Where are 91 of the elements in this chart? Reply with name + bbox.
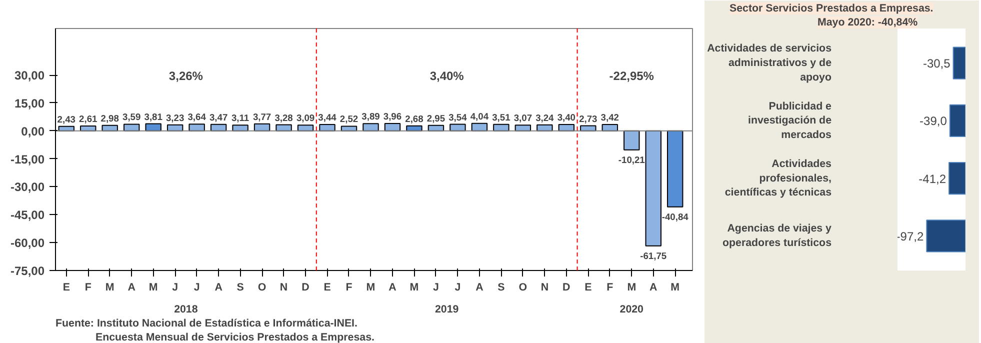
x-tick-label: F bbox=[84, 282, 92, 294]
y-tick-label: Publicidad e investigación de mercados bbox=[748, 100, 832, 142]
x-tick-label: M bbox=[670, 282, 680, 294]
y-tick-label: -15,00 bbox=[10, 152, 45, 166]
text: 2019 bbox=[434, 304, 459, 316]
y-tick-label: Actividades de servicios administrativos y de apoyo bbox=[707, 42, 832, 84]
data-label: 3,81 bbox=[144, 112, 162, 122]
data-label: 2,98 bbox=[100, 113, 119, 124]
y-tick-label: Agencias de viajes y operadores turísticos bbox=[722, 222, 832, 250]
x-tick-label: A bbox=[128, 282, 136, 294]
x-tick-label: M bbox=[148, 282, 158, 294]
data-label: 3,54 bbox=[448, 112, 468, 122]
y-tick-label: 15,00 bbox=[14, 96, 45, 110]
text: Sector Servicios Prestados a Empresas. bbox=[730, 2, 934, 14]
text: 2020 bbox=[620, 304, 644, 316]
data-label: 2,68 bbox=[405, 114, 424, 124]
data-label: 2,95 bbox=[426, 113, 446, 124]
x-tick-label: N bbox=[280, 282, 288, 294]
x-tick-label: O bbox=[518, 282, 528, 294]
data-label: 3,47 bbox=[209, 112, 228, 122]
data-label: -39,0 bbox=[920, 114, 948, 128]
x-tick-label: J bbox=[172, 282, 178, 294]
data-label: 2,43 bbox=[57, 114, 76, 124]
x-tick-label: A bbox=[476, 282, 484, 294]
bar bbox=[232, 124, 248, 132]
source-note: Fuente: Instituto Nacional de Estadística e Informática-INEI. bbox=[56, 318, 358, 330]
x-tick-label: F bbox=[346, 282, 353, 294]
y-tick-label: -75,00 bbox=[10, 264, 45, 278]
x-tick-label: M bbox=[627, 282, 636, 294]
x-tick-label: A bbox=[214, 282, 223, 294]
data-label: -30,5 bbox=[922, 56, 951, 71]
data-label: 2,61 bbox=[79, 114, 98, 124]
data-label: -61,75 bbox=[640, 250, 667, 261]
annotation: -22,95% bbox=[609, 69, 654, 84]
x-tick-label: S bbox=[236, 282, 244, 294]
data-label: -41,2 bbox=[918, 172, 946, 186]
x-tick-label: M bbox=[366, 282, 376, 294]
data-label: 3,09 bbox=[296, 113, 315, 124]
x-tick-label: A bbox=[388, 282, 397, 294]
x-tick-label: F bbox=[606, 282, 614, 294]
data-label: 3,51 bbox=[492, 112, 510, 122]
data-label: 3,28 bbox=[274, 112, 293, 123]
chart-subtitle: Mayo 2020: -40,84% bbox=[818, 16, 918, 28]
x-tick-label: O bbox=[258, 282, 266, 294]
x-tick-label: M bbox=[410, 282, 419, 294]
data-label: 2,73 bbox=[579, 114, 598, 124]
bar bbox=[667, 130, 684, 208]
x-tick-label: S bbox=[498, 282, 505, 294]
y-tick-label: Actividades profesionales, científicas y técnicas bbox=[724, 158, 832, 199]
x-tick-label: N bbox=[540, 282, 549, 294]
data-label: 3,24 bbox=[536, 112, 555, 123]
x-tick-label: J bbox=[454, 282, 461, 294]
data-label: 3,44 bbox=[318, 112, 338, 122]
data-label: 3,11 bbox=[231, 113, 250, 124]
y-tick-label: -30,00 bbox=[10, 180, 45, 194]
y-tick-label: 0,00 bbox=[21, 124, 45, 138]
bar bbox=[362, 123, 379, 132]
bar bbox=[123, 124, 140, 132]
x-tick-label: J bbox=[432, 282, 439, 294]
x-tick-label: E bbox=[62, 282, 70, 294]
data-label: 3,07 bbox=[514, 113, 532, 124]
data-label: -40,84 bbox=[662, 212, 690, 222]
data-label: 3,23 bbox=[166, 112, 184, 123]
data-label: 3,40 bbox=[557, 112, 576, 123]
data-label: 3,42 bbox=[600, 112, 619, 123]
x-tick-label: E bbox=[324, 282, 331, 294]
data-label: 3,64 bbox=[188, 112, 207, 122]
annotation: 3,40% bbox=[430, 69, 464, 84]
x-tick-label: E bbox=[584, 282, 592, 294]
y-tick-label: 30,00 bbox=[14, 68, 45, 83]
bar bbox=[645, 130, 662, 246]
x-tick-label: A bbox=[650, 282, 658, 294]
data-label: 2,52 bbox=[340, 114, 358, 124]
bar bbox=[188, 124, 205, 132]
data-label: 3,59 bbox=[122, 112, 141, 122]
y-tick-label: -45,00 bbox=[10, 208, 45, 222]
text: 2018 bbox=[174, 304, 198, 316]
data-label: 4,04 bbox=[470, 111, 490, 122]
bar bbox=[624, 130, 640, 150]
data-label: -10,21 bbox=[618, 154, 645, 165]
x-tick-label: D bbox=[302, 282, 310, 294]
x-tick-label: J bbox=[194, 282, 200, 294]
bar bbox=[319, 124, 336, 132]
data-label: 3,77 bbox=[252, 112, 272, 122]
annotation: 3,26% bbox=[168, 69, 204, 84]
x-tick-label: D bbox=[562, 282, 571, 294]
y-tick-label: -60,00 bbox=[10, 236, 45, 250]
x-tick-label: M bbox=[105, 282, 114, 294]
text: Encuesta Mensual de Servicios Prestados a Empresas. bbox=[96, 332, 375, 343]
data-label: 3,89 bbox=[362, 112, 380, 122]
data-label: 3,96 bbox=[383, 112, 402, 122]
